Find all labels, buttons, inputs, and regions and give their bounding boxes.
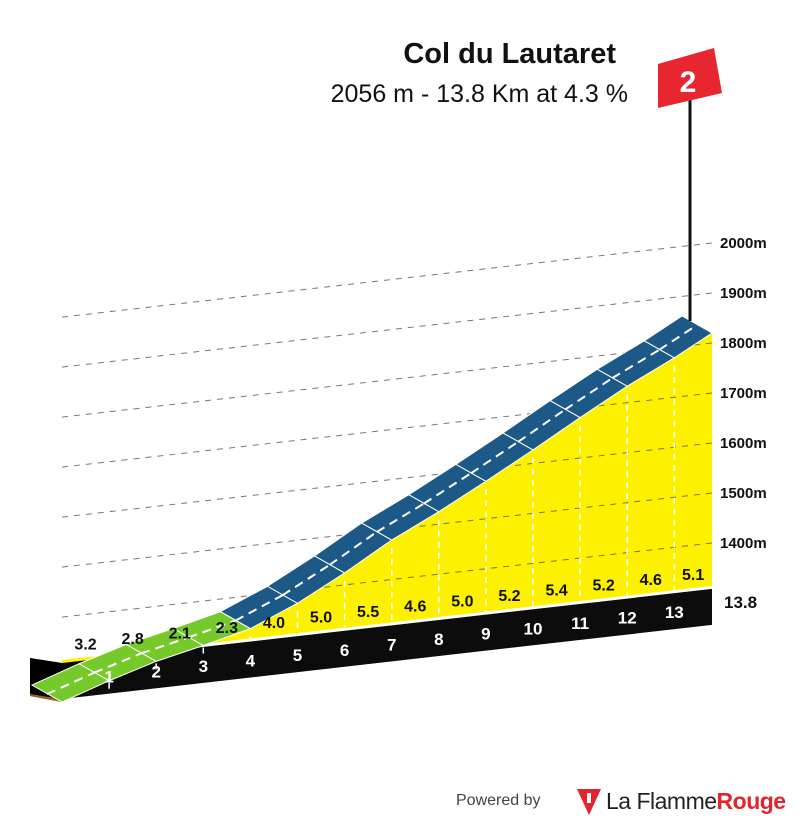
km-marker-label: 12 <box>618 609 637 628</box>
gradient-label: 2.8 <box>122 631 144 648</box>
gradient-label: 5.2 <box>593 577 615 594</box>
altitude-tick-label: 1500m <box>720 485 767 502</box>
gradient-label: 5.1 <box>682 567 704 584</box>
road-centerline <box>281 564 331 597</box>
altitude-tick-label: 1600m <box>720 435 767 452</box>
road-centerline <box>329 531 378 566</box>
chart-title: Col du Lautaret <box>403 38 616 70</box>
road-centerline <box>611 348 660 380</box>
flamme-rouge-logo-icon <box>577 789 601 815</box>
altitude-gridline <box>61 542 713 618</box>
brand-name-part-a: La Flamme <box>606 788 717 814</box>
elevation-profile-chart: 2000m 1900m 1800m 1700m 1600m 1500m 1400m 3.2 1… <box>30 48 767 703</box>
powered-by-text: Powered by <box>456 792 541 809</box>
gradient-label: 5.4 <box>545 583 567 600</box>
road-centerline <box>658 324 698 351</box>
km-marker-label: 9 <box>481 625 490 644</box>
km-marker-label: 2 <box>151 662 160 681</box>
road-centerline <box>46 671 95 696</box>
gradient-label: 2.3 <box>216 620 238 637</box>
altitude-tick-label: 2000m <box>720 235 767 252</box>
km-marker-label: 7 <box>387 635 396 654</box>
gradient-label: 5.5 <box>357 604 379 621</box>
gradient-label: 4.0 <box>263 615 285 632</box>
road-centerline <box>234 594 283 622</box>
brand-name-part-b: Rouge <box>716 788 787 814</box>
km-marker-label: 8 <box>434 630 443 649</box>
brand-name: La FlammeRouge <box>606 788 786 815</box>
altitude-gridline <box>61 392 713 468</box>
gradient-label: 5.0 <box>451 593 473 610</box>
km-marker-label: 10 <box>524 619 543 638</box>
km-marker-label: 3 <box>199 657 208 676</box>
altitude-tick-label: 1700m <box>720 385 767 402</box>
altitude-tick-label: 1800m <box>720 335 767 352</box>
km-marker-label: 4 <box>246 652 256 671</box>
gradient-label: 2.1 <box>169 626 191 643</box>
road-centerline <box>93 652 142 674</box>
gradient-label: 3.2 <box>74 636 96 653</box>
km-marker-label: 1 <box>104 668 113 687</box>
altitude-gridline <box>61 442 713 518</box>
road-centerline <box>470 441 519 475</box>
altitude-gridline <box>61 292 713 368</box>
altitude-tick-label: 1400m <box>720 535 767 552</box>
category-flag <box>658 48 722 108</box>
chart-subtitle: 2056 m - 13.8 Km at 4.3 % <box>330 80 628 108</box>
gradient-label: 5.2 <box>498 588 520 605</box>
end-distance-label: 13.8 <box>724 593 757 612</box>
km-marker-label: 13 <box>665 603 684 622</box>
road-centerline <box>517 408 566 443</box>
altitude-gridline <box>61 342 713 418</box>
road-centerline <box>376 502 425 533</box>
road-centerline <box>140 636 189 655</box>
altitude-gridline <box>61 242 713 318</box>
km-marker-label: 6 <box>340 641 349 660</box>
gradient-label: 5.0 <box>310 609 332 626</box>
road-centerline <box>423 472 472 505</box>
category-flag-number: 2 <box>680 66 697 99</box>
gradient-label: 4.6 <box>640 572 662 589</box>
km-marker-label: 5 <box>293 646 302 665</box>
road-centerline <box>564 377 613 411</box>
gradient-label: 4.6 <box>404 599 426 616</box>
altitude-tick-label: 1900m <box>720 285 767 302</box>
km-marker-label: 11 <box>571 614 589 633</box>
profile-base-strip <box>62 588 712 699</box>
road-centerline <box>187 619 236 639</box>
